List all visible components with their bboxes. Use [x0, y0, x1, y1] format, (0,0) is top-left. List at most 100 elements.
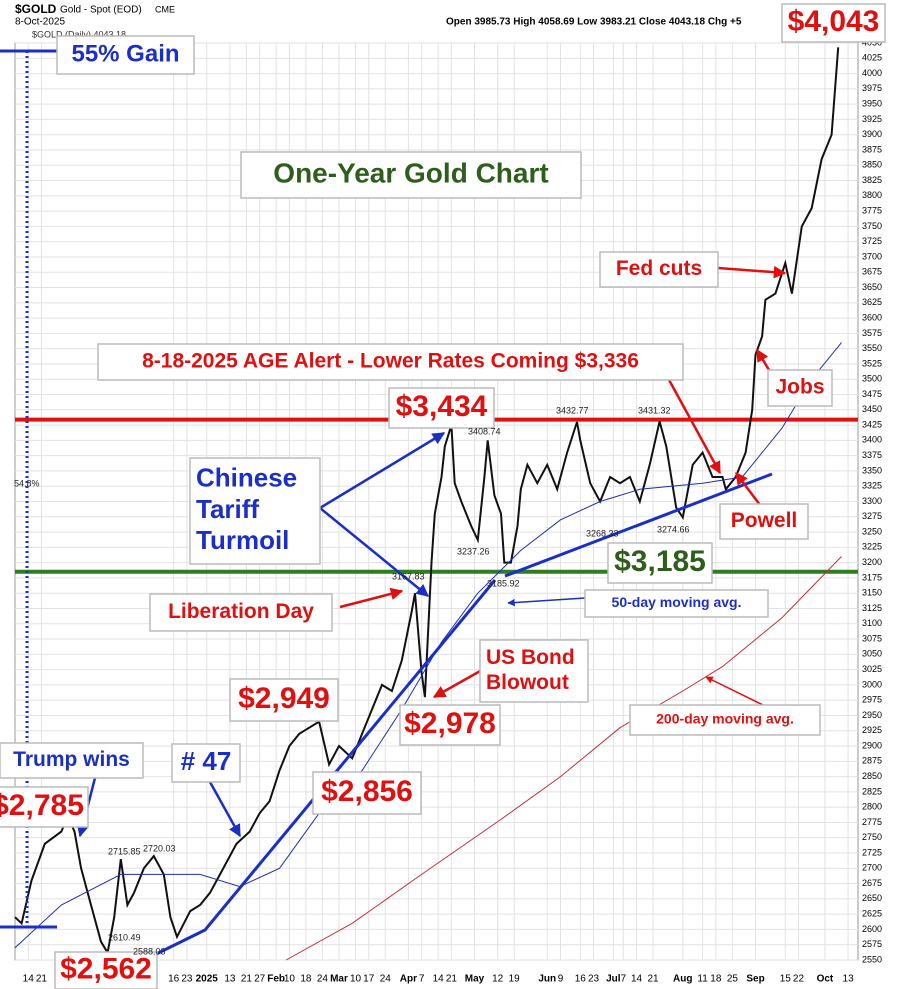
y-tick-label: 4025 [862, 53, 882, 63]
y-tick-label: 3000 [862, 679, 882, 689]
y-tick-label: 4000 [862, 68, 882, 78]
y-tick-label: 3925 [862, 114, 882, 124]
annotation: Blowout [486, 671, 569, 694]
annotation-box [584, 589, 769, 618]
x-tick-label: 18 [300, 974, 312, 985]
x-tick-label: 19 [509, 974, 521, 985]
y-tick-label: 3775 [862, 205, 882, 215]
arrow [735, 472, 761, 506]
x-tick-label: May [465, 974, 485, 985]
x-tick-label: 24 [317, 974, 329, 985]
y-tick-label: 3700 [862, 251, 882, 261]
x-tick-label: Sep [746, 974, 764, 985]
annotation: $2,978 [404, 707, 496, 740]
annotation-box [479, 639, 589, 703]
x-tick-label: 27 [254, 974, 266, 985]
x-tick-label: Feb [267, 974, 285, 985]
arrow [666, 377, 722, 475]
x-tick-label: Jun [538, 974, 556, 985]
y-tick-label: 2625 [862, 909, 882, 919]
y-tick-label: 3125 [862, 603, 882, 613]
annotation: $2,949 [238, 682, 330, 715]
trend-line [504, 472, 773, 578]
y-tick-label: 2600 [862, 924, 882, 934]
y-tick-label: 2550 [862, 954, 882, 964]
ohlc: Open 3985.73 High 4058.69 Low 3983.21 Cl… [446, 17, 742, 28]
x-tick-label: 22 [793, 974, 805, 985]
y-tick-label: 3825 [862, 175, 882, 185]
y-tick-label: 2975 [862, 695, 882, 705]
x-tick-label: 21 [446, 974, 458, 985]
y-tick-label: 3050 [862, 649, 882, 659]
y-tick-label: 2650 [862, 893, 882, 903]
annotation-box [719, 503, 809, 540]
x-tick-label: 10 [350, 974, 362, 985]
y-tick-label: 2725 [862, 847, 882, 857]
header: $GOLD Gold - Spot (EOD) CME 8-Oct-2025 O… [15, 2, 742, 39]
y-tick-label: 3650 [862, 282, 882, 292]
annotation-box [781, 3, 886, 43]
annotation: Tariff [196, 494, 259, 524]
annotation: # 47 [181, 746, 232, 776]
arrow [208, 781, 242, 838]
annotation: Liberation Day [168, 600, 314, 623]
annotation: $4,043 [788, 5, 880, 38]
y-tick-label: 3750 [862, 221, 882, 231]
y-tick-label: 3400 [862, 435, 882, 445]
y-tick-label: 2875 [862, 756, 882, 766]
y-tick-label: 2825 [862, 786, 882, 796]
y-tick-label: 3225 [862, 542, 882, 552]
y-tick-label: 2675 [862, 878, 882, 888]
price-label: 3268.33 [586, 528, 619, 538]
price-label: 3237.26 [457, 546, 490, 556]
price-label: 3185.92 [487, 578, 520, 588]
y-tick-label: 3325 [862, 481, 882, 491]
y-tick-label: 3200 [862, 557, 882, 567]
x-tick-label: 15 [780, 974, 792, 985]
x-tick-label: 7 [419, 974, 425, 985]
annotation: Trump wins [13, 748, 130, 771]
price-label: 2715.85 [108, 846, 141, 856]
instrument: Gold - Spot (EOD) [60, 5, 142, 16]
annotation: Chinese [196, 463, 297, 493]
annotation-box [171, 743, 241, 783]
annotation-box [607, 542, 713, 584]
price-label: 3432.77 [556, 405, 589, 415]
y-tick-label: 3675 [862, 267, 882, 277]
x-tick-label: 21 [241, 974, 253, 985]
annotation-box [312, 771, 422, 815]
annotation-box [189, 457, 321, 565]
y-tick-label: 3350 [862, 465, 882, 475]
price-label: 54.8% [14, 478, 40, 488]
x-tick-label: 25 [727, 974, 739, 985]
x-tick-label: Apr [400, 974, 417, 985]
arrow [717, 265, 787, 279]
y-tick-label: 3525 [862, 358, 882, 368]
x-tick-label: 2025 [196, 974, 219, 985]
y-tick-label: 3600 [862, 312, 882, 322]
x-tick-label: 9 [558, 974, 564, 985]
y-tick-label: 2900 [862, 740, 882, 750]
x-tick-label: 12 [492, 974, 504, 985]
annotation-box [0, 786, 89, 828]
annotation-box [388, 387, 495, 429]
y-tick-label: 3150 [862, 588, 882, 598]
price-label: 2588.03 [133, 946, 166, 956]
y-tick-label: 3025 [862, 664, 882, 674]
annotation: US Bond [486, 646, 575, 669]
y-tick-label: 3950 [862, 99, 882, 109]
x-tick-label: 17 [363, 974, 375, 985]
annotation: Jobs [775, 376, 824, 399]
y-tick-label: 3725 [862, 236, 882, 246]
annotations: 55% Gain One-Year Gold Chart $4,043 Fed cut… [0, 3, 886, 989]
y-tick-label: 3425 [862, 419, 882, 429]
y-tick-label: 3975 [862, 83, 882, 93]
price-label: 3167.83 [392, 571, 425, 581]
arrow [339, 587, 404, 609]
arrow [432, 668, 483, 699]
y-tick-label: 3175 [862, 572, 882, 582]
x-tick-label: 13 [224, 974, 236, 985]
y-tick-label: 3375 [862, 450, 882, 460]
price-label: 3431.32 [638, 405, 671, 415]
x-tick-label: 13 [843, 974, 855, 985]
